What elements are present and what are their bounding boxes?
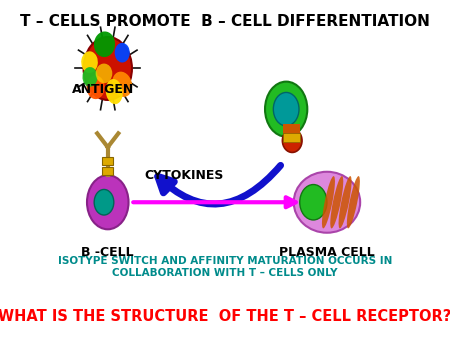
Ellipse shape [86,75,105,99]
FancyBboxPatch shape [103,167,113,175]
Circle shape [300,185,327,220]
Ellipse shape [94,190,114,215]
Text: WHAT IS THE STRUCTURE  OF THE T – CELL RECEPTOR?: WHAT IS THE STRUCTURE OF THE T – CELL RE… [0,309,450,324]
Ellipse shape [112,72,132,97]
Ellipse shape [322,176,335,228]
Ellipse shape [81,51,98,73]
Ellipse shape [283,129,302,152]
Ellipse shape [294,172,360,233]
Text: PLASMA CELL: PLASMA CELL [279,245,375,259]
Text: CYTOKINES: CYTOKINES [144,169,224,182]
Ellipse shape [94,31,115,57]
Ellipse shape [87,175,129,229]
Ellipse shape [338,176,351,228]
Text: ANTIGEN: ANTIGEN [72,83,135,96]
Text: B -CELL: B -CELL [81,245,134,259]
Ellipse shape [347,176,360,228]
Ellipse shape [115,43,130,63]
FancyBboxPatch shape [283,133,300,142]
Circle shape [273,92,299,126]
FancyBboxPatch shape [283,124,300,133]
Ellipse shape [96,64,112,83]
Text: ISOTYPE SWITCH AND AFFINITY MATURATION OCCURS IN
COLLABORATION WITH T – CELLS ON: ISOTYPE SWITCH AND AFFINITY MATURATION O… [58,256,392,278]
Ellipse shape [330,176,343,228]
Circle shape [84,37,132,100]
Text: T – CELLS PROMOTE  B – CELL DIFFERENTIATION: T – CELLS PROMOTE B – CELL DIFFERENTIATI… [20,14,430,29]
FancyBboxPatch shape [103,157,113,165]
FancyArrowPatch shape [158,165,281,204]
Ellipse shape [106,79,123,104]
FancyArrowPatch shape [133,197,296,207]
Circle shape [265,81,307,137]
Ellipse shape [82,67,98,87]
